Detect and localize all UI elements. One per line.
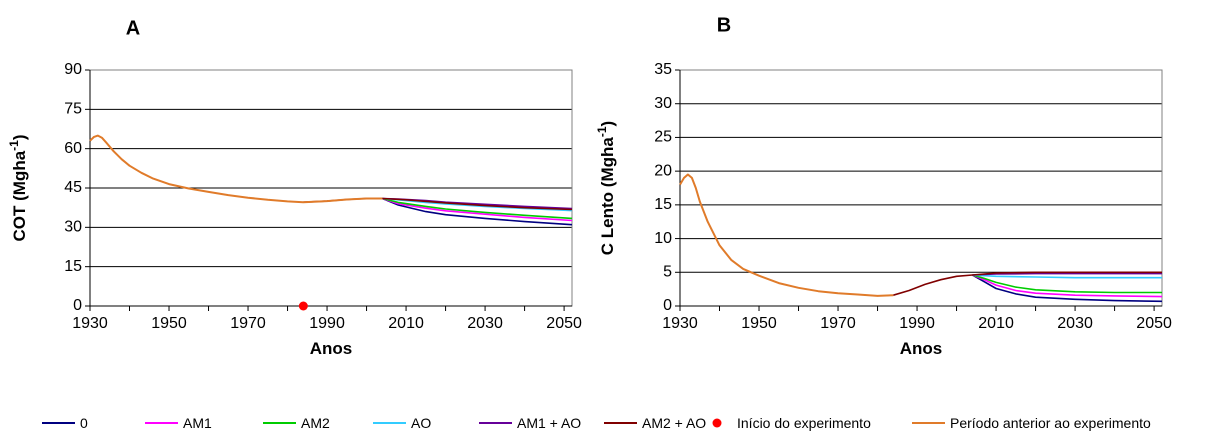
experiment-start-marker: [298, 301, 308, 311]
legend-item: Período anterior ao experimento: [912, 415, 1151, 431]
series-line: [972, 274, 1163, 303]
x-axis-label: Anos: [310, 339, 353, 358]
x-tick-label: 1930: [72, 315, 108, 332]
legend-label: AM1: [183, 415, 212, 431]
legend-swatch: [712, 418, 722, 428]
legend-label: Início do experimento: [737, 415, 871, 431]
legend-item: Início do experimento: [712, 415, 871, 431]
panel-label: B: [717, 14, 731, 36]
y-tick-label: 15: [654, 196, 672, 213]
chart-panel-b: B 0 5 10 15 20 25 30 35 1930 1950 1970 1990 2010 2030 2…: [595, 14, 1172, 358]
x-axis-label: Anos: [900, 339, 943, 358]
y-tick-label: 15: [64, 258, 82, 275]
legend-label: AO: [411, 415, 431, 431]
x-tick-label: 1950: [151, 315, 187, 332]
legend: 0 AM1 AM2 AO AM1 + AO AM2 + AO Início do exper…: [42, 415, 1151, 431]
series-line: [972, 274, 1162, 279]
chart-panel-a: A 0 15 30 45 60 75 90 1930 1950 1970 1990 2010 2030 20…: [7, 17, 582, 358]
y-tick-label: 10: [654, 230, 672, 247]
pre-experiment-line: [679, 173, 894, 297]
x-tick-label: 2050: [1136, 315, 1172, 332]
pre-experiment-line: [89, 134, 383, 204]
x-tick-label: 1930: [662, 315, 698, 332]
legend-label: AM2 + AO: [642, 415, 706, 431]
legend-label: AM1 + AO: [517, 415, 581, 431]
legend-item: AO: [373, 415, 431, 431]
plot-area: [679, 69, 1163, 307]
y-tick-label: 25: [654, 129, 672, 146]
x-tick-label: 1970: [820, 315, 856, 332]
series-line: [382, 197, 573, 222]
y-axis-label: C Lento (Mgha-1): [595, 121, 617, 255]
y-tick-label: 5: [663, 264, 672, 281]
y-tick-label: 30: [64, 219, 82, 236]
legend-label: 0: [80, 415, 88, 431]
y-tick-label: 60: [64, 140, 82, 157]
x-tick-label: 1950: [741, 315, 777, 332]
x-tick-label: 2010: [388, 315, 424, 332]
legend-item: AM2 + AO: [604, 415, 706, 431]
series-line: [972, 274, 1162, 294]
legend-item: AM1: [145, 415, 212, 431]
x-tick-label: 2050: [546, 315, 582, 332]
legend-label: Período anterior ao experimento: [950, 415, 1151, 431]
panel-label: A: [126, 17, 140, 39]
y-tick-label: 20: [654, 162, 672, 179]
legend-item: AM1 + AO: [479, 415, 581, 431]
series-line: [382, 197, 573, 220]
y-tick-label: 0: [73, 297, 82, 314]
y-tick-label: 75: [64, 101, 82, 118]
y-tick-label: 45: [64, 179, 82, 196]
legend-item: 0: [42, 415, 88, 431]
series-line: [972, 274, 1163, 298]
legend-item: AM2: [263, 415, 330, 431]
y-tick-label: 90: [64, 61, 82, 78]
y-tick-label: 30: [654, 95, 672, 112]
x-tick-label: 2030: [1057, 315, 1093, 332]
x-tick-label: 1990: [309, 315, 345, 332]
x-tick-label: 1990: [899, 315, 935, 332]
series-line: [382, 197, 573, 226]
x-tick-label: 1970: [230, 315, 266, 332]
legend-label: AM2: [301, 415, 330, 431]
x-tick-label: 2010: [978, 315, 1014, 332]
y-tick-label: 0: [663, 297, 672, 314]
series-line: [972, 272, 1162, 276]
x-tick-label: 2030: [467, 315, 503, 332]
y-tick-label: 35: [654, 61, 672, 78]
series-line: [893, 271, 1162, 296]
y-axis-label: COT (Mgha-1): [7, 135, 29, 242]
